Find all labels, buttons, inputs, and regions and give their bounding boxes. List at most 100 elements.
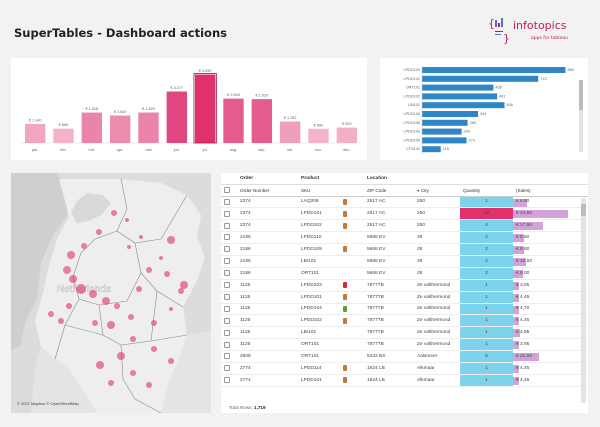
row-checkbox[interactable] xyxy=(224,270,230,277)
order-location-dot[interactable] xyxy=(130,370,136,376)
month-bar[interactable] xyxy=(223,98,244,143)
row-checkbox[interactable] xyxy=(224,365,230,372)
month-bar[interactable] xyxy=(109,115,131,143)
order-location-dot[interactable] xyxy=(168,358,174,364)
group-header-location[interactable]: Location xyxy=(364,173,460,185)
order-location-dot[interactable] xyxy=(107,321,115,329)
order-location-dot[interactable] xyxy=(151,346,157,352)
monthly-sales-bar-chart[interactable]: € 1.140 jan. € 860 feb. € 1.818 mrt. € 1.640 ap… xyxy=(11,58,367,160)
order-location-dot[interactable] xyxy=(164,271,170,277)
column-header-sku[interactable]: SKU xyxy=(298,184,364,197)
order-location-dot[interactable] xyxy=(92,320,98,326)
order-location-dot[interactable] xyxy=(96,229,102,235)
table-row[interactable]: 2374 LPDD101 2517 AC 250 10 € 44,50 xyxy=(221,207,588,221)
row-checkbox[interactable] xyxy=(224,246,230,253)
order-location-dot[interactable] xyxy=(48,311,54,317)
column-header-city[interactable]: ⌖ City xyxy=(414,184,460,197)
order-location-dot[interactable] xyxy=(58,318,64,324)
table-row[interactable]: 1126 ORT101 7877TB Ze valthermond 1 € 3,95 xyxy=(221,338,588,352)
product-bar[interactable] xyxy=(422,93,498,100)
table-row[interactable]: 2186 LBI101 5688 EV 28 2 € 10,50 xyxy=(221,255,588,268)
table-row[interactable]: 1126 LPDD103 7877TB Ze valthermond 1 € 3,95 xyxy=(221,279,588,292)
product-bar[interactable] xyxy=(422,119,468,126)
table-scrollbar[interactable] xyxy=(581,198,586,403)
month-bar[interactable] xyxy=(53,128,74,143)
chart-scrollbar[interactable] xyxy=(579,80,583,152)
row-checkbox[interactable] xyxy=(224,210,230,217)
table-row[interactable]: 2774 LPDD114 1824 LB Alkmaar 1 € 4,45 xyxy=(221,362,588,375)
month-bar[interactable] xyxy=(166,91,188,143)
table-row[interactable]: 1126 LPDD104 7877TB Ze valthermond 1 € 4,70 xyxy=(221,303,588,316)
table-scrollbar-thumb[interactable] xyxy=(581,204,586,216)
order-location-dot[interactable] xyxy=(114,303,120,309)
table-row[interactable]: 2186 LPDD109 5688 EV 28 2 € 8,60 xyxy=(221,243,588,256)
row-checkbox[interactable] xyxy=(224,353,230,360)
netherlands-map-panel[interactable]: Netherlands © 2021 Mapbox © OpenStreetMa… xyxy=(11,173,211,414)
order-location-dot[interactable] xyxy=(76,284,86,294)
month-bar[interactable] xyxy=(81,112,103,143)
table-row[interactable]: 2774 LPDD101 1824 LB Alkmaar 1 € 4,45 xyxy=(221,374,588,387)
table-row[interactable]: 2374 LPDD102 2517 AC 250 4 € 17,80 xyxy=(221,219,588,233)
group-header-order[interactable]: Order xyxy=(237,173,298,185)
order-location-dot[interactable] xyxy=(81,243,87,249)
chart-scrollbar-thumb[interactable] xyxy=(579,80,583,110)
product-bar[interactable] xyxy=(422,84,494,91)
supertables-grid[interactable]: Order Product Location Order Number SKU … xyxy=(221,173,588,413)
table-row[interactable]: 2374 LAQ208 2517 AC 250 1 € 6,90 xyxy=(221,196,588,209)
table-row[interactable]: 2186 LPDD110 5688 EV 28 2 € 8,60 xyxy=(221,231,588,245)
order-location-dot[interactable] xyxy=(136,286,142,292)
map-order-dots[interactable] xyxy=(48,210,188,388)
product-bar[interactable] xyxy=(422,146,441,153)
order-location-dot[interactable] xyxy=(180,281,188,289)
row-checkbox[interactable] xyxy=(224,258,230,265)
row-checkbox[interactable] xyxy=(224,377,230,384)
row-checkbox[interactable] xyxy=(224,222,230,229)
order-location-dot[interactable] xyxy=(69,275,77,283)
netherlands-map[interactable]: Netherlands xyxy=(11,173,211,414)
order-location-dot[interactable] xyxy=(102,297,110,305)
table-row[interactable]: 2608 ORT101 5432 BS Aalsmeer 5 € 21,00 xyxy=(221,350,588,363)
order-location-dot[interactable] xyxy=(89,290,97,298)
month-bar[interactable] xyxy=(194,74,216,143)
order-location-dot[interactable] xyxy=(108,380,114,386)
row-checkbox[interactable] xyxy=(224,293,230,300)
order-location-dot[interactable] xyxy=(130,336,136,342)
row-checkbox[interactable] xyxy=(224,329,230,336)
product-bar[interactable] xyxy=(422,67,566,73)
order-location-dot[interactable] xyxy=(146,267,152,273)
product-bar[interactable] xyxy=(422,75,539,82)
order-location-dot[interactable] xyxy=(63,266,71,274)
table-row[interactable]: 2186 ORT101 5688 EV 28 2 € 8,00 xyxy=(221,267,588,280)
month-bar[interactable] xyxy=(24,123,46,143)
month-bar[interactable] xyxy=(251,99,273,143)
table-row[interactable]: 1126 LBI101 7877TB Ze valthermond 1 € 4,95 xyxy=(221,326,588,340)
order-location-dot[interactable] xyxy=(125,218,129,222)
order-location-dot[interactable] xyxy=(151,320,157,326)
column-header-sales[interactable]: (Sales) xyxy=(513,184,568,197)
order-location-dot[interactable] xyxy=(117,352,125,360)
product-bar[interactable] xyxy=(422,102,505,109)
product-bar[interactable] xyxy=(422,137,467,144)
product-sales-bar-chart[interactable]: LPDD109 880 LPDD101 713 ORT101 438 LPDD102 461 L… xyxy=(380,58,588,160)
month-bar[interactable] xyxy=(308,128,329,143)
month-bar[interactable] xyxy=(138,112,159,143)
order-location-dot[interactable] xyxy=(167,236,175,244)
row-checkbox[interactable] xyxy=(224,234,230,241)
order-location-dot[interactable] xyxy=(111,210,117,216)
product-bar[interactable] xyxy=(422,111,479,117)
order-location-dot[interactable] xyxy=(159,256,163,260)
table-row[interactable]: 1126 LPDD102 7877TB Ze valthermond 1 € 4,45 xyxy=(221,314,588,328)
order-location-dot[interactable] xyxy=(146,382,152,388)
select-all-checkbox[interactable] xyxy=(224,187,230,193)
row-checkbox[interactable] xyxy=(224,305,230,312)
month-bar[interactable] xyxy=(336,127,358,143)
order-location-dot[interactable] xyxy=(66,303,72,309)
group-header-product[interactable]: Product xyxy=(298,173,364,185)
product-bar[interactable] xyxy=(422,128,462,135)
row-checkbox[interactable] xyxy=(224,317,230,324)
order-location-dot[interactable] xyxy=(169,307,173,311)
order-location-dot[interactable] xyxy=(128,314,134,320)
order-location-dot[interactable] xyxy=(178,288,184,294)
table-row[interactable]: 1126 LPDD101 7877TB Ze valthermond 1 € 4,45 xyxy=(221,291,588,304)
row-checkbox[interactable] xyxy=(224,282,230,289)
